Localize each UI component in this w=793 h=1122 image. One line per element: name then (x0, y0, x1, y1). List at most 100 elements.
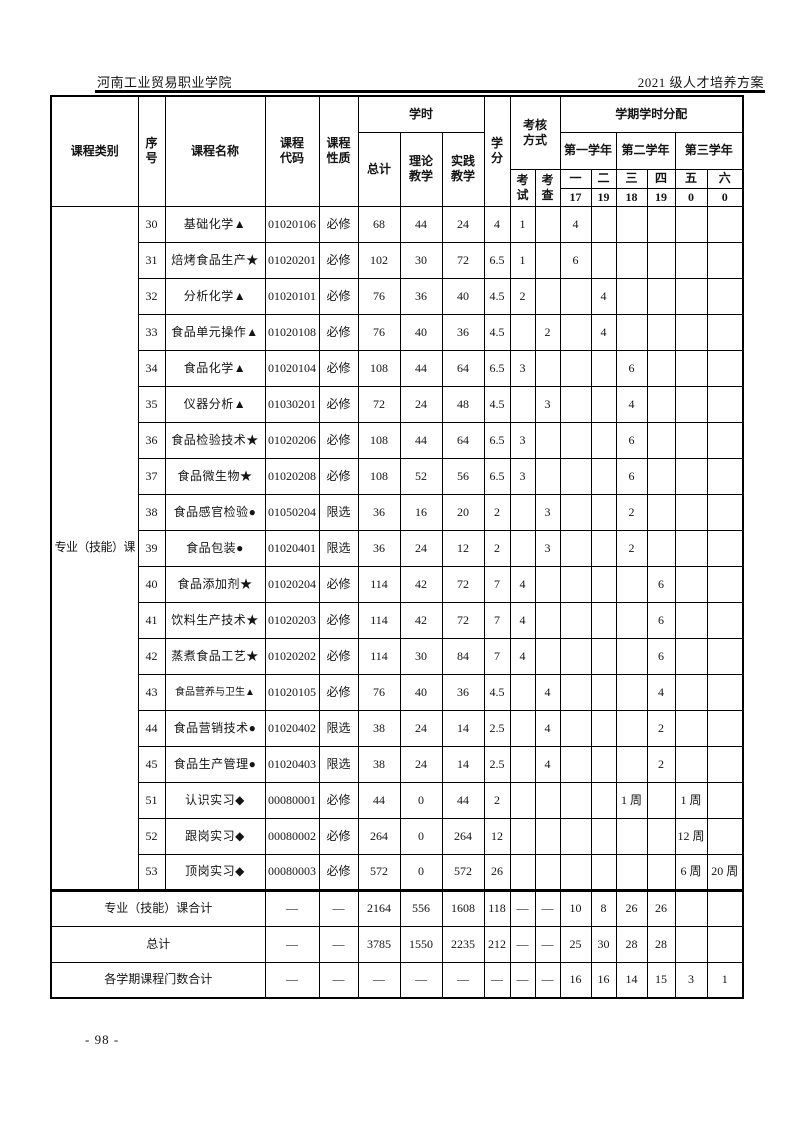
summary-label: 总计 (50, 925, 266, 963)
credits-cell: 4.5 (483, 277, 511, 315)
s3-cell: 6 (615, 349, 648, 387)
exam-cell: 3 (509, 457, 536, 495)
course-row: 39 食品包装● 01020401 限选 36 24 12 2 3 2 (51, 529, 744, 567)
s6-cell (706, 673, 744, 711)
s6-cell (706, 421, 744, 459)
credits-cell: 4.5 (483, 313, 511, 351)
summary-s4-cell: 28 (646, 925, 676, 963)
code-cell: 00080003 (264, 853, 320, 891)
nature-cell: 必修 (318, 313, 359, 351)
nature-cell: 必修 (318, 565, 359, 603)
summary-s6-cell (706, 888, 744, 927)
code-cell: 01030201 (264, 385, 320, 423)
practice-cell: 14 (441, 709, 485, 747)
sem-weeks-1: 17 (559, 187, 592, 207)
summary-s2-cell: 16 (590, 961, 617, 999)
summary-row: 总计 — —3785 1550 2235 212— —25 30 28 28 (50, 925, 744, 963)
s2-cell (590, 493, 617, 531)
course-row: 52 跟岗实习◆ 00080002 必修 264 0 264 12 12 周 (51, 817, 744, 855)
s3-cell (615, 241, 648, 279)
exam-cell: 3 (509, 349, 536, 387)
s3-cell: 6 (615, 457, 648, 495)
col-header-category: 课程类别 (50, 95, 139, 207)
summary-s1-cell: 10 (559, 888, 592, 927)
s6-cell (706, 349, 744, 387)
s1-cell (559, 529, 592, 567)
col-header-credits: 学分 (483, 95, 511, 207)
nature-cell: 必修 (318, 637, 359, 675)
summary-check-cell: — (534, 961, 561, 999)
s1-cell: 6 (559, 241, 592, 279)
summary-practice-cell: 2235 (441, 925, 485, 963)
s2-cell (590, 529, 617, 567)
s2-cell (590, 421, 617, 459)
seq-cell: 44 (137, 709, 166, 747)
s4-cell (646, 493, 676, 531)
code-cell: 01020202 (264, 637, 320, 675)
total-cell: 114 (357, 637, 401, 675)
s2-cell: 4 (590, 277, 617, 315)
credits-cell: 26 (483, 853, 511, 891)
check-cell (534, 349, 561, 387)
seq-cell: 51 (137, 781, 166, 819)
s6-cell (706, 745, 744, 783)
s6-cell (706, 709, 744, 747)
col-header-exam: 考试 (509, 168, 536, 207)
theory-cell: 44 (399, 349, 443, 387)
summary-s2-cell: 30 (590, 925, 617, 963)
course-row: 53 顶岗实习◆ 00080003 必修 572 0 572 26 6 周 20 周 (51, 853, 744, 891)
course-table-footer: 专业（技能）课合计 — —2164 556 1608 118— —10 8 26 26 总计 — —37… (50, 888, 744, 999)
nature-cell: 必修 (318, 457, 359, 495)
course-row: 45 食品生产管理● 01020403 限选 38 24 14 2.5 4 2 (51, 745, 744, 783)
summary-theory-cell: — (399, 961, 443, 999)
code-cell: 01020105 (264, 673, 320, 711)
course-row: 42 蒸煮食品工艺★ 01020202 必修 114 30 84 7 4 6 (51, 637, 744, 675)
s5-cell (674, 601, 708, 639)
col-header-seq-label: 序号 (145, 136, 158, 166)
s3-cell (615, 205, 648, 243)
theory-cell: 40 (399, 673, 443, 711)
s3-cell: 4 (615, 385, 648, 423)
name-cell: 跟岗实习◆ (164, 817, 266, 855)
summary-exam-cell: — (509, 961, 536, 999)
practice-cell: 48 (441, 385, 485, 423)
summary-s4-cell: 15 (646, 961, 676, 999)
exam-cell (509, 709, 536, 747)
s6-cell (706, 313, 744, 351)
check-cell (534, 241, 561, 279)
s3-cell (615, 673, 648, 711)
name-cell: 仪器分析▲ (164, 385, 266, 423)
col-header-semester-alloc: 学期学时分配 (559, 95, 744, 133)
s1-cell (559, 637, 592, 675)
college-name: 河南工业贸易职业学院 (97, 75, 233, 90)
col-header-assessment-label: 考核方式 (523, 117, 548, 147)
course-row: 44 食品营销技术● 01020402 限选 38 24 14 2.5 4 2 (51, 709, 744, 747)
check-cell (534, 565, 561, 603)
course-row: 33 食品单元操作▲ 01020108 必修 76 40 36 4.5 2 4 (51, 313, 744, 351)
credits-cell: 2.5 (483, 709, 511, 747)
summary-total-cell: 3785 (357, 925, 401, 963)
practice-cell: 84 (441, 637, 485, 675)
sem-weeks-5: 0 (674, 187, 708, 207)
s3-cell (615, 853, 648, 891)
s6-cell: 20 周 (706, 853, 744, 891)
summary-s1-cell: 16 (559, 961, 592, 999)
s5-cell (674, 241, 708, 279)
s2-cell (590, 709, 617, 747)
s4-cell (646, 205, 676, 243)
s1-cell (559, 385, 592, 423)
summary-label: 专业（技能）课合计 (50, 888, 266, 927)
exam-cell (509, 493, 536, 531)
nature-cell: 必修 (318, 241, 359, 279)
col-header-hours-theory-label: 理论教学 (409, 154, 434, 183)
s2-cell (590, 385, 617, 423)
course-table-body: 专业（技能）课 30 基础化学▲ 01020106 必修 68 44 24 4 1 4 31 焙烤食品生… (50, 205, 744, 891)
check-cell (534, 781, 561, 819)
sem-weeks-2: 19 (590, 187, 617, 207)
code-cell: 01020106 (264, 205, 320, 243)
theory-cell: 24 (399, 709, 443, 747)
s3-cell (615, 745, 648, 783)
course-row: 36 食品检验技术★ 01020206 必修 108 44 64 6.5 3 6 (51, 421, 744, 459)
s4-cell (646, 385, 676, 423)
